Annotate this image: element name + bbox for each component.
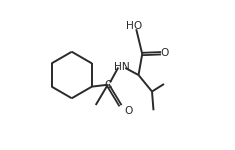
Text: O: O <box>125 106 133 116</box>
Text: HN: HN <box>114 62 130 72</box>
Text: O: O <box>161 48 169 58</box>
Text: C: C <box>104 80 111 90</box>
Text: HO: HO <box>126 21 142 31</box>
